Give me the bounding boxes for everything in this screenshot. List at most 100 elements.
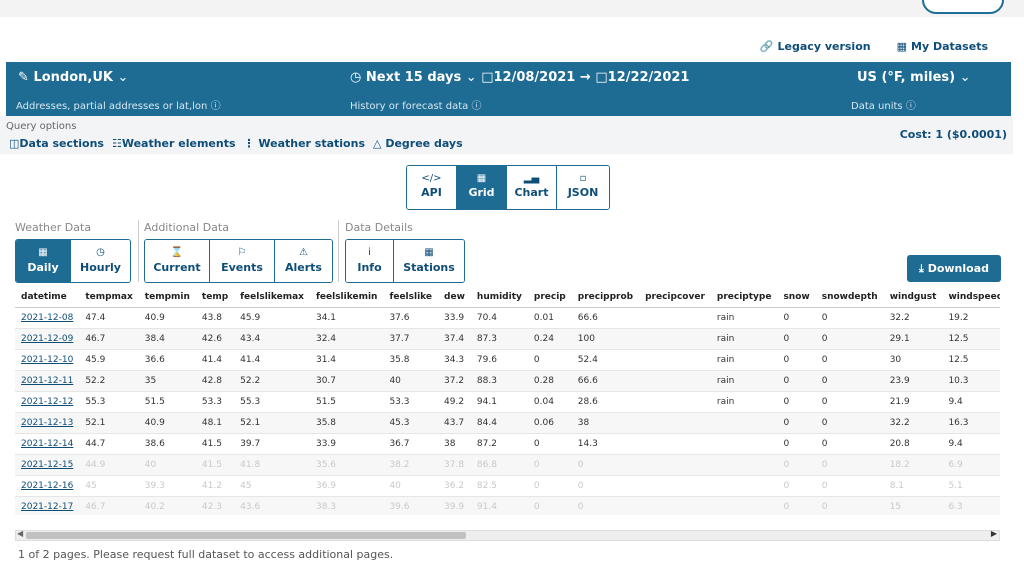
column-header[interactable]: humidity (470, 287, 528, 308)
date-link[interactable]: 2021-12-08 (15, 307, 80, 329)
table-cell: 46.7 (79, 496, 139, 515)
table-cell (639, 328, 711, 350)
table-cell: 9.4 (942, 391, 1000, 413)
column-header[interactable]: windspeed (942, 287, 1000, 308)
table-cell: 0.24 (527, 328, 572, 350)
degree-days-button[interactable]: △ Degree days (373, 137, 463, 150)
table-cell: 39.6 (383, 496, 439, 515)
header-pill-button[interactable] (922, 0, 1004, 14)
table-cell: 37.2 (438, 370, 471, 392)
column-header[interactable]: tempmin (138, 287, 196, 308)
horizontal-scrollbar[interactable]: ◀ ▶ (15, 529, 1000, 541)
table-cell: 0 (777, 475, 816, 497)
alerts-button[interactable]: ⚠ Alerts (275, 240, 332, 282)
location-selector[interactable]: ✎ London,UK ⌄ (18, 70, 129, 85)
column-header[interactable]: dew (438, 287, 471, 308)
date-link[interactable]: 2021-12-09 (15, 328, 80, 350)
column-header[interactable]: datetime (15, 287, 80, 308)
table-cell: 40.9 (138, 412, 196, 434)
end-date[interactable]: 12/22/2021 (607, 70, 690, 85)
column-header[interactable]: feelslike (383, 287, 439, 308)
column-header[interactable]: tempmax (79, 287, 139, 308)
my-datasets-link[interactable]: ▦ My Datasets (896, 40, 988, 53)
data-sections-button[interactable]: ◫Data sections (9, 137, 104, 150)
table-row: 2021-12-17 46.7 40.2 42.3 43.6 38.3 39.6 39.9 91… (15, 496, 1000, 515)
legacy-version-link[interactable]: 🔗 Legacy version (759, 40, 871, 53)
tab-grid[interactable]: ▦ Grid (457, 166, 507, 209)
column-header[interactable]: preciptype (710, 287, 778, 308)
table-cell: 10.3 (942, 370, 1000, 392)
events-icon: ⚐ (237, 247, 247, 258)
events-button[interactable]: ⚐ Events (210, 240, 275, 282)
info-button[interactable]: i Info (346, 240, 394, 282)
clock-icon: ◷ (350, 70, 362, 85)
table-cell: 37.6 (383, 307, 439, 329)
date-link[interactable]: 2021-12-14 (15, 433, 80, 455)
divider (138, 220, 139, 282)
weather-elements-button[interactable]: ☷Weather elements (111, 137, 236, 150)
start-date[interactable]: 12/08/2021 (493, 70, 576, 85)
current-button[interactable]: ⌛ Current (145, 240, 210, 282)
weather-data-group: ▦ Daily ◷ Hourly (15, 239, 131, 283)
column-header[interactable]: feelslikemax (234, 287, 310, 308)
column-header[interactable]: precipcover (639, 287, 711, 308)
table-cell: 86.8 (470, 454, 528, 476)
date-link[interactable]: 2021-12-13 (15, 412, 80, 434)
stations-button[interactable]: ▦ Stations (394, 240, 464, 282)
table-row: 2021-12-11 52.2 35 42.8 52.2 30.7 40 37.2 88.3 0.… (15, 370, 1000, 392)
scroll-right-icon[interactable]: ▶ (990, 529, 997, 538)
view-switcher: </> API ▦ Grid ▂▄ Chart ▫ JSON (406, 165, 610, 210)
tab-api[interactable]: </> API (407, 166, 457, 209)
table-cell: 41.4 (234, 349, 310, 371)
table-cell: 52.4 (571, 349, 640, 371)
table-cell: 35 (138, 370, 196, 392)
top-strip (0, 0, 1024, 17)
table-cell: 0 (527, 454, 572, 476)
dots-icon: ⋮ (243, 137, 255, 150)
daily-button[interactable]: ▦ Daily (16, 240, 71, 282)
weather-data-label: Weather Data (15, 221, 92, 234)
date-link[interactable]: 2021-12-12 (15, 391, 80, 413)
table-cell: 15 (883, 496, 943, 515)
column-header[interactable]: temp (195, 287, 235, 308)
units-selector[interactable]: US (°F, miles) ⌄ (857, 70, 971, 85)
table-cell: 35.6 (309, 454, 384, 476)
table-row: 2021-12-16 45 39.3 41.2 45 36.9 40 36.2 82.5 0 0 0 0… (15, 475, 1000, 497)
tab-json[interactable]: ▫ JSON (557, 166, 609, 209)
table-cell: 34.3 (438, 349, 471, 371)
column-header[interactable]: snow (777, 287, 816, 308)
column-header[interactable]: precip (527, 287, 572, 308)
data-grid: datetime tempmax tempmin temp feelslikemax fe… (15, 287, 1000, 515)
date-link[interactable]: 2021-12-10 (15, 349, 80, 371)
station-icon: ▦ (424, 247, 434, 258)
date-link[interactable]: 2021-12-15 (15, 454, 80, 476)
date-link[interactable]: 2021-12-11 (15, 370, 80, 392)
column-header[interactable]: precipprob (571, 287, 640, 308)
units-hint: Data units ⓘ (851, 101, 916, 112)
scrollbar-thumb[interactable] (26, 532, 466, 539)
tab-chart[interactable]: ▂▄ Chart (507, 166, 557, 209)
date-link[interactable]: 2021-12-16 (15, 475, 80, 497)
table-cell: 51.5 (138, 391, 196, 413)
table-cell: 0.01 (527, 307, 572, 329)
table-row: 2021-12-14 44.7 38.6 41.5 39.7 33.9 36.7 38 87.2… (15, 433, 1000, 455)
hourly-button[interactable]: ◷ Hourly (71, 240, 130, 282)
table-cell: 29.1 (883, 328, 943, 350)
column-header[interactable]: windgust (883, 287, 943, 308)
column-header[interactable]: snowdepth (815, 287, 884, 308)
table-cell: 0 (571, 454, 640, 476)
data-details-label: Data Details (345, 221, 413, 234)
table-cell: 36.6 (138, 349, 196, 371)
download-button[interactable]: ⤓ Download (907, 255, 1001, 282)
table-cell: 16.3 (942, 412, 1000, 434)
table-cell: 0 (527, 433, 572, 455)
table-cell: 0 (777, 433, 816, 455)
weather-stations-button[interactable]: ⋮ Weather stations (243, 137, 365, 150)
date-range-selector[interactable]: ◷ Next 15 days ⌄ □12/08/2021 → □12/22/20… (350, 70, 690, 85)
column-header[interactable]: feelslikemin (309, 287, 384, 308)
date-link[interactable]: 2021-12-17 (15, 496, 80, 515)
table-cell: 8.1 (883, 475, 943, 497)
table-cell: 52.2 (79, 370, 139, 392)
arrow-right-icon: → (579, 70, 591, 85)
scroll-left-icon[interactable]: ◀ (17, 529, 24, 538)
